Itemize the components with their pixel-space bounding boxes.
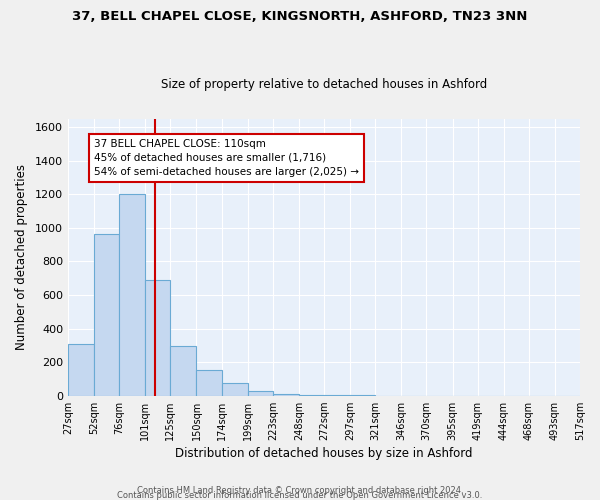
Bar <box>248 390 273 396</box>
Text: 37, BELL CHAPEL CLOSE, KINGSNORTH, ASHFORD, TN23 3NN: 37, BELL CHAPEL CLOSE, KINGSNORTH, ASHFO… <box>73 10 527 23</box>
Bar <box>196 370 221 396</box>
Bar <box>68 344 94 396</box>
Text: Contains public sector information licensed under the Open Government Licence v3: Contains public sector information licen… <box>118 491 482 500</box>
Y-axis label: Number of detached properties: Number of detached properties <box>15 164 28 350</box>
Text: 37 BELL CHAPEL CLOSE: 110sqm
45% of detached houses are smaller (1,716)
54% of s: 37 BELL CHAPEL CLOSE: 110sqm 45% of deta… <box>94 138 359 176</box>
Bar <box>119 194 145 396</box>
Bar <box>273 394 299 396</box>
Title: Size of property relative to detached houses in Ashford: Size of property relative to detached ho… <box>161 78 487 91</box>
Text: Contains HM Land Registry data © Crown copyright and database right 2024.: Contains HM Land Registry data © Crown c… <box>137 486 463 495</box>
Bar <box>299 395 324 396</box>
Bar <box>94 234 119 396</box>
Bar <box>170 346 196 396</box>
Bar <box>221 383 248 396</box>
Bar <box>145 280 170 396</box>
X-axis label: Distribution of detached houses by size in Ashford: Distribution of detached houses by size … <box>175 447 473 460</box>
Bar <box>324 395 350 396</box>
